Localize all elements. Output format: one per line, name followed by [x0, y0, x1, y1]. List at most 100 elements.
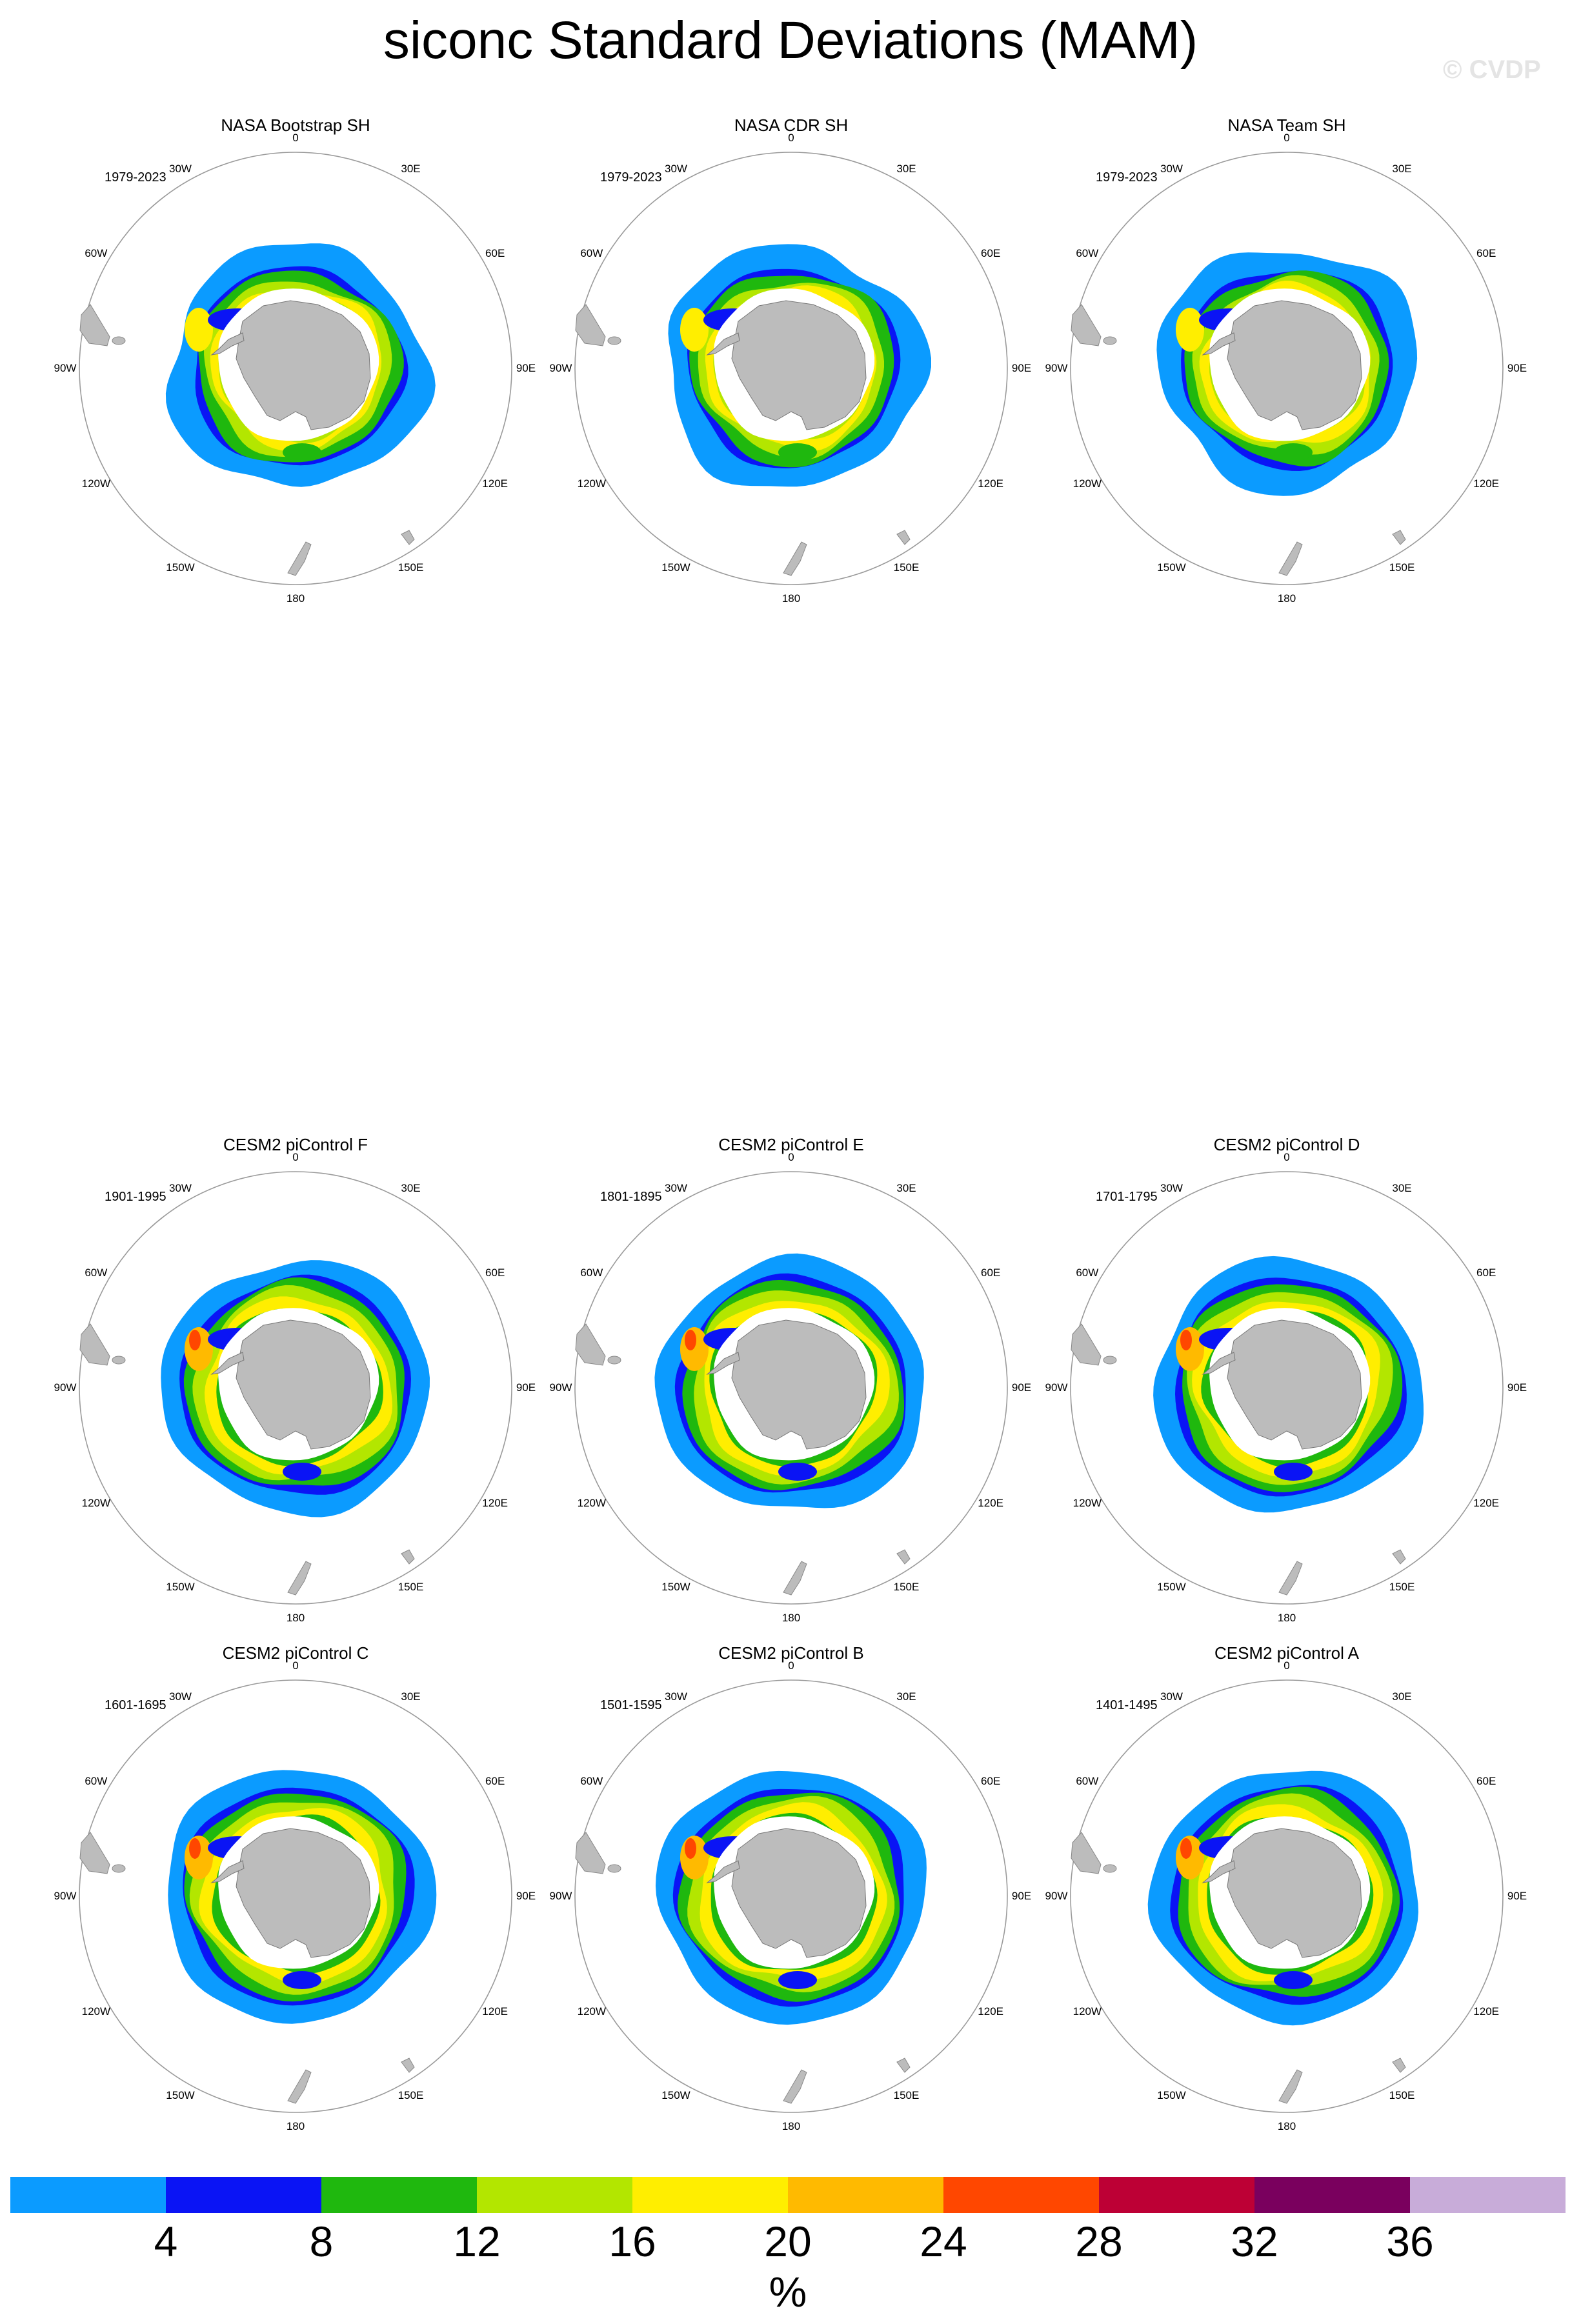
longitude-label: 30W: [665, 1690, 687, 1703]
longitude-label: 150W: [661, 2089, 690, 2102]
longitude-label: 90W: [1045, 1381, 1068, 1394]
longitude-label: 0: [788, 132, 794, 144]
longitude-label: 60E: [485, 246, 505, 259]
longitude-label: 150E: [1389, 2089, 1415, 2102]
new-zealand-landmass: [1278, 1561, 1303, 1596]
watermark: © CVDP: [1443, 55, 1541, 84]
south-america-landmass: [79, 1832, 110, 1874]
antarctica-landmass: [236, 300, 371, 430]
longitude-label: 30W: [1160, 162, 1183, 175]
polar-map: [79, 152, 512, 585]
colorbar-box: [1254, 2177, 1410, 2213]
longitude-label: 120E: [978, 1496, 1003, 1509]
longitude-label: 60E: [1476, 246, 1496, 259]
falklands-landmass: [1103, 1356, 1117, 1365]
panel-title: NASA Team SH: [1227, 115, 1346, 135]
longitude-label: 60E: [981, 246, 1001, 259]
antarctica-landmass: [236, 1828, 371, 1958]
longitude-label: 180: [286, 1612, 305, 1624]
longitude-label: 30W: [665, 1181, 687, 1194]
longitude-label: 150W: [1157, 2089, 1186, 2102]
south-america-landmass: [575, 1323, 606, 1366]
longitude-label: 150E: [893, 1581, 920, 1594]
panel-years: 1979-2023: [1096, 170, 1158, 185]
figure-title: siconc Standard Deviations (MAM): [383, 11, 1198, 70]
longitude-label: 30E: [896, 162, 916, 175]
falklands-landmass: [112, 336, 126, 345]
longitude-label: 120E: [1473, 2005, 1499, 2018]
sea-ice-std-contour: [1274, 1463, 1313, 1481]
sea-ice-std-contour: [283, 1971, 321, 1989]
longitude-label: 150W: [166, 2089, 195, 2102]
antarctic-peninsula: [706, 1860, 740, 1883]
longitude-label: 60E: [981, 1266, 1001, 1279]
longitude-label: 120W: [81, 477, 111, 490]
antarctica-landmass: [236, 1319, 371, 1450]
longitude-label: 90E: [1507, 1381, 1527, 1394]
longitude-label: 30W: [1160, 1690, 1183, 1703]
longitude-label: 120W: [1072, 477, 1102, 490]
colorbar-box: [10, 2177, 166, 2213]
panel-title: CESM2 piControl B: [718, 1643, 864, 1663]
longitude-label: 150W: [166, 561, 195, 574]
longitude-label: 30E: [401, 1690, 421, 1703]
longitude-label: 60W: [1076, 246, 1099, 259]
antarctic-peninsula: [706, 1352, 740, 1375]
colorbar-level-label: 8: [309, 2218, 334, 2265]
antarctica-landmass: [731, 1828, 867, 1958]
longitude-label: 120E: [978, 477, 1003, 490]
antarctic-peninsula: [706, 332, 740, 356]
panel-years: 1979-2023: [105, 170, 166, 185]
longitude-label: 90E: [1011, 1381, 1032, 1394]
polar-map: [79, 1171, 512, 1605]
antarctic-peninsula: [1202, 1352, 1236, 1375]
sea-ice-std-contour: [778, 1971, 817, 1989]
longitude-label: 120W: [577, 2005, 607, 2018]
longitude-label: 90W: [1045, 1890, 1068, 1902]
longitude-label: 180: [286, 2120, 305, 2132]
sea-ice-std-contour: [185, 308, 213, 352]
colorbar-level-label: 28: [1075, 2218, 1123, 2265]
polar-map: [574, 152, 1008, 585]
tasmania-landmass: [1392, 1549, 1406, 1565]
colorbar-box: [1099, 2177, 1254, 2213]
sea-ice-std-contour: [1180, 1330, 1192, 1350]
south-america-landmass: [79, 304, 110, 346]
south-america-landmass: [1071, 304, 1102, 346]
antarctica-landmass: [1227, 1319, 1362, 1450]
south-america-landmass: [79, 1323, 110, 1366]
longitude-label: 90E: [1507, 1890, 1527, 1902]
colorbar-units: %: [769, 2268, 807, 2316]
antarctic-peninsula: [210, 332, 245, 356]
polar-map: [1070, 152, 1504, 585]
falklands-landmass: [1103, 1864, 1117, 1873]
colorbar-box: [788, 2177, 943, 2213]
longitude-label: 180: [286, 592, 305, 605]
colorbar-level-label: 20: [764, 2218, 812, 2265]
longitude-label: 120W: [1072, 2005, 1102, 2018]
sea-ice-std-contour: [283, 443, 321, 461]
tasmania-landmass: [896, 1549, 911, 1565]
longitude-label: 60W: [1076, 1266, 1099, 1279]
south-america-landmass: [1071, 1832, 1102, 1874]
longitude-label: 120E: [482, 2005, 508, 2018]
panel-title: NASA Bootstrap SH: [221, 115, 370, 135]
longitude-label: 60W: [1076, 1774, 1099, 1787]
longitude-label: 180: [1277, 2120, 1296, 2132]
sea-ice-std-contour: [189, 1330, 201, 1350]
longitude-label: 60E: [485, 1774, 505, 1787]
longitude-label: 120E: [978, 2005, 1003, 2018]
longitude-label: 60E: [981, 1774, 1001, 1787]
falklands-landmass: [607, 1864, 621, 1873]
longitude-label: 150W: [661, 1581, 690, 1594]
longitude-label: 120W: [81, 1496, 111, 1509]
longitude-label: 150W: [661, 561, 690, 574]
tasmania-landmass: [896, 530, 911, 545]
longitude-label: 90W: [549, 362, 572, 374]
map-panel: NASA CDR SH 1979-2023 0 30E 60E 90E 120E 150E 18…: [546, 114, 1036, 605]
longitude-label: 0: [1284, 132, 1290, 144]
antarctic-peninsula: [210, 1352, 245, 1375]
panel-years: 1601-1695: [105, 1698, 166, 1712]
new-zealand-landmass: [783, 2069, 807, 2104]
longitude-label: 180: [781, 592, 801, 605]
